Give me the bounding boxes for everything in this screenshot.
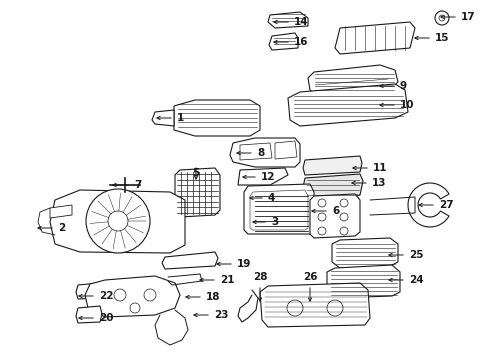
Text: 3: 3 xyxy=(270,217,278,227)
Polygon shape xyxy=(244,184,313,234)
Text: 24: 24 xyxy=(408,275,423,285)
Polygon shape xyxy=(309,194,359,238)
Polygon shape xyxy=(307,65,397,97)
Polygon shape xyxy=(50,205,72,218)
Polygon shape xyxy=(76,283,102,299)
Circle shape xyxy=(286,300,303,316)
Circle shape xyxy=(339,199,347,207)
Text: 8: 8 xyxy=(257,148,264,158)
Polygon shape xyxy=(238,168,287,185)
Polygon shape xyxy=(331,238,397,268)
Text: 12: 12 xyxy=(261,172,275,182)
Text: 26: 26 xyxy=(302,272,317,282)
Polygon shape xyxy=(50,190,184,253)
Circle shape xyxy=(339,213,347,221)
Polygon shape xyxy=(302,174,362,198)
Circle shape xyxy=(86,189,150,253)
Circle shape xyxy=(339,227,347,235)
Text: 13: 13 xyxy=(371,178,386,188)
Text: 22: 22 xyxy=(99,291,113,301)
Polygon shape xyxy=(407,183,448,227)
Text: 17: 17 xyxy=(460,12,475,22)
Circle shape xyxy=(317,227,325,235)
Text: 11: 11 xyxy=(372,163,386,173)
Polygon shape xyxy=(174,100,260,136)
Polygon shape xyxy=(260,283,369,327)
Polygon shape xyxy=(240,143,271,160)
Polygon shape xyxy=(287,84,407,126)
Text: 14: 14 xyxy=(293,17,308,27)
Polygon shape xyxy=(152,110,174,126)
Text: 6: 6 xyxy=(331,206,339,216)
Text: 5: 5 xyxy=(192,168,199,178)
Polygon shape xyxy=(303,156,361,175)
Circle shape xyxy=(317,213,325,221)
Circle shape xyxy=(438,15,444,21)
Polygon shape xyxy=(274,141,296,159)
Circle shape xyxy=(434,11,448,25)
Circle shape xyxy=(114,289,126,301)
Polygon shape xyxy=(85,276,180,317)
Text: 4: 4 xyxy=(267,193,275,203)
Polygon shape xyxy=(175,168,220,217)
Polygon shape xyxy=(76,306,102,323)
Text: 15: 15 xyxy=(434,33,448,43)
Circle shape xyxy=(143,289,156,301)
Text: 16: 16 xyxy=(293,37,308,47)
Text: 25: 25 xyxy=(408,250,423,260)
Text: 18: 18 xyxy=(205,292,220,302)
Text: 28: 28 xyxy=(252,272,267,282)
Text: 20: 20 xyxy=(99,313,113,323)
Polygon shape xyxy=(249,190,307,230)
Text: 27: 27 xyxy=(438,200,453,210)
Text: 7: 7 xyxy=(134,180,141,190)
Text: 19: 19 xyxy=(237,259,251,269)
Text: 1: 1 xyxy=(177,113,184,123)
Polygon shape xyxy=(268,33,297,50)
Circle shape xyxy=(326,300,342,316)
Text: 9: 9 xyxy=(399,81,407,91)
Circle shape xyxy=(317,199,325,207)
Text: 2: 2 xyxy=(58,223,65,233)
Text: 21: 21 xyxy=(220,275,234,285)
Polygon shape xyxy=(326,265,399,298)
Text: 10: 10 xyxy=(399,100,414,110)
Circle shape xyxy=(108,211,128,231)
Polygon shape xyxy=(334,22,414,54)
Polygon shape xyxy=(162,252,218,269)
Polygon shape xyxy=(229,138,299,167)
Text: 23: 23 xyxy=(214,310,228,320)
Polygon shape xyxy=(267,12,307,28)
Circle shape xyxy=(130,303,140,313)
